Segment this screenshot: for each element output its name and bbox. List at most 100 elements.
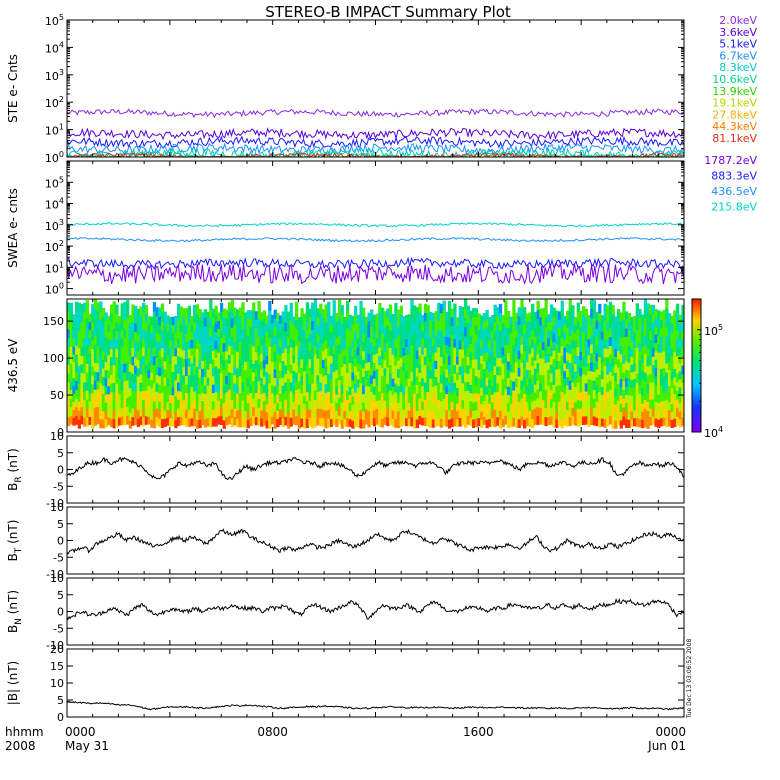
- panel-6-ytick: 0: [57, 606, 64, 619]
- panel-2: SWEA e- cnts 100 101 102 103 104 105: [6, 160, 685, 297]
- panel-4-ylabel: BR (nT): [6, 448, 24, 491]
- start-date-label: May 31: [65, 739, 109, 753]
- panel-2-ytick: 102: [45, 239, 64, 254]
- panel-1-ytick: 103: [45, 68, 64, 83]
- panel-5-ytick: -5: [53, 551, 64, 564]
- panel-6-trace: [67, 597, 684, 621]
- panel-1-ylabel: STE e- Cnts: [6, 54, 20, 123]
- panel-7-trace: [67, 700, 684, 711]
- panel-7-ytick: 5: [57, 694, 64, 707]
- panel-3-ytick: 150: [43, 315, 64, 328]
- legend-44.3keV: 44.3keV: [712, 120, 757, 133]
- panel-5-ylabel: BT (nT): [6, 520, 24, 562]
- panel-1-ytick: 102: [45, 95, 64, 110]
- legend-13.9keV: 13.9keV: [712, 85, 757, 98]
- panel-3-ytick: 0: [57, 426, 64, 439]
- series-215.8eV: [67, 221, 684, 228]
- colorbar: [691, 298, 702, 433]
- time-label-2: 0800: [257, 725, 288, 739]
- panel-5-frame: [66, 506, 685, 575]
- panel-3-ytick: 100: [43, 352, 64, 365]
- series-3.6keV: [67, 127, 684, 141]
- legend-10.6keV: 10.6keV: [712, 73, 757, 86]
- panel-7-frame: [66, 648, 685, 718]
- time-label-3: 1600: [463, 725, 494, 739]
- panel-3: 436.5 eV 0 50 100 150: [6, 298, 685, 439]
- panel-1-frame: [66, 19, 685, 158]
- panel-2-ylabel: SWEA e- cnts: [6, 188, 20, 268]
- year-label: 2008: [5, 739, 36, 753]
- end-date-label: Jun 01: [647, 739, 686, 753]
- legend-1787.2eV: 1787.2eV: [704, 154, 757, 167]
- panel-4-ytick: -10: [46, 497, 64, 510]
- panel-3-ytick: 50: [50, 389, 64, 402]
- panel-5-ytick: 10: [50, 501, 64, 514]
- panel-2-ytick: 105: [45, 175, 64, 190]
- figure-title: STEREO-B IMPACT Summary Plot: [265, 3, 511, 21]
- panel-6-ytick: 5: [57, 589, 64, 602]
- panel-6-frame: [66, 577, 685, 646]
- series-883.3eV: [67, 256, 684, 270]
- legend-6.7keV: 6.7keV: [719, 49, 757, 62]
- panel-7-plot: [67, 700, 684, 711]
- panel-1: STE e- Cnts 100 101 102 103 104 105: [6, 13, 685, 165]
- panel-4-plot: [67, 456, 684, 480]
- panel-4-trace: [67, 456, 684, 480]
- panel-2-frame: [66, 160, 685, 296]
- legend-436.5eV: 436.5eV: [711, 185, 757, 198]
- panel-4: BR (nT) -10 -5 0 5 10: [6, 430, 685, 510]
- series-436.5eV: [67, 237, 684, 243]
- panel-6-plot: [67, 597, 684, 621]
- panel-5-plot: [67, 528, 684, 555]
- time-label-1: 0000: [65, 725, 96, 739]
- legend-2.0keV: 2.0keV: [719, 14, 757, 27]
- panel-2-ytick: 103: [45, 218, 64, 233]
- panel-5-ytick: 5: [57, 518, 64, 531]
- legend-27.8keV: 27.8keV: [712, 108, 757, 121]
- panel-5: BT (nT) -10 -5 0 5 10: [6, 501, 685, 581]
- panel-4-ytick: -5: [53, 480, 64, 493]
- panel-4-ytick: 5: [57, 447, 64, 460]
- panel-6: BN (nT) -10 -5 0 5 10: [6, 572, 685, 652]
- panel-2-ytick: 101: [45, 260, 64, 275]
- panel-3-frame: [66, 298, 685, 433]
- panel-3-plot: [67, 299, 684, 429]
- timestamp-stamp: Tue Dec 13 03:06:52 2008: [686, 638, 693, 719]
- panel-7-ytick: 15: [50, 660, 64, 673]
- panel-5-trace: [67, 528, 684, 555]
- panel-3-ylabel: 436.5 eV: [6, 338, 20, 393]
- legend-81.1keV: 81.1keV: [712, 132, 757, 145]
- panel-2-ytick: 100: [45, 282, 64, 297]
- series-2.0keV: [67, 107, 684, 119]
- panel-6-ytick: -5: [53, 622, 64, 635]
- panel-4-frame: [66, 435, 685, 504]
- colorbar-tick: 105: [704, 323, 723, 338]
- panel-1-ytick: 101: [45, 123, 64, 138]
- legend-883.3eV: 883.3eV: [711, 170, 757, 183]
- panel-5-ytick: 0: [57, 535, 64, 548]
- panel-7-ytick: 10: [50, 677, 64, 690]
- panel-1-ytick: 100: [45, 150, 64, 165]
- panel-1-ytick: 104: [45, 40, 64, 55]
- panel-2-plot: [67, 221, 684, 285]
- panel-5-ytick: -10: [46, 568, 64, 581]
- panel-6-ytick: -10: [46, 639, 64, 652]
- series-1787.2eV: [67, 261, 684, 285]
- panel-7: |B| (nT) 0 5 10 15 20: [6, 643, 685, 724]
- time-label-4: 0000: [655, 725, 686, 739]
- panel-1-ytick: 105: [45, 13, 64, 28]
- legend-19.1keV: 19.1keV: [712, 97, 757, 110]
- panel-6-ylabel: BN (nT): [6, 590, 24, 633]
- legend-215.8eV: 215.8eV: [711, 201, 757, 214]
- panel-7-ytick: 0: [57, 711, 64, 724]
- legend-8.3keV: 8.3keV: [719, 61, 757, 74]
- panel-7-ytick: 20: [50, 643, 64, 656]
- panel-4-ytick: 10: [50, 430, 64, 443]
- panel-2-ytick: 104: [45, 197, 64, 212]
- time-label-0: hhmm: [5, 725, 44, 739]
- panel-6-ytick: 10: [50, 572, 64, 585]
- legend-3.6keV: 3.6keV: [719, 26, 757, 39]
- panel-7-ylabel: |B| (nT): [6, 661, 20, 705]
- colorbar-tick: 104: [704, 425, 723, 440]
